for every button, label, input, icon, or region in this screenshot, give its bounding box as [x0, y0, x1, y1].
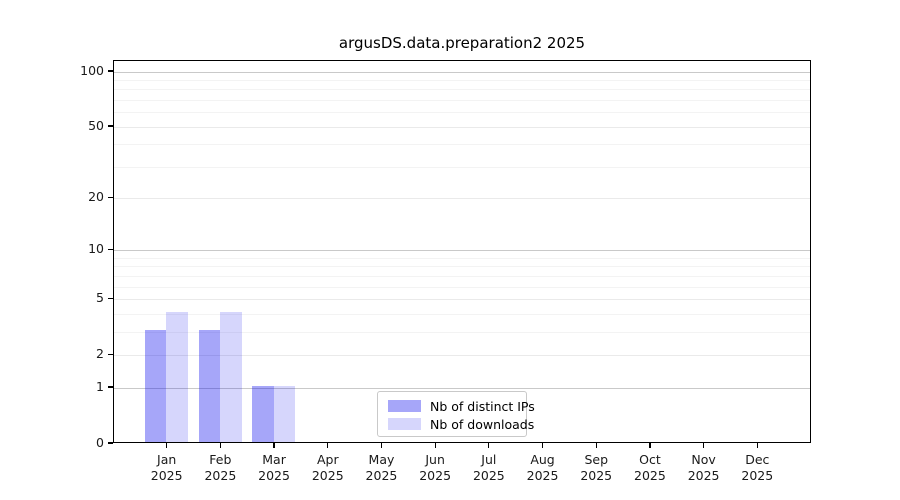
y-tick-label-1: 1: [96, 378, 104, 394]
y-tick-20: [108, 196, 113, 199]
bar-mar-downloads: [273, 386, 296, 442]
bar-jan-ips: [144, 330, 167, 442]
gridline-40: [114, 144, 810, 146]
y-tick-10: [108, 249, 113, 251]
gridline-100: [114, 71, 810, 73]
bar-feb-ips: [198, 330, 221, 442]
x-tick-year: 2025: [472, 468, 505, 483]
x-tick-month: Aug: [530, 452, 555, 467]
x-tick-month: Mar: [262, 452, 286, 467]
y-tick-label-100: 100: [80, 62, 104, 78]
x-tick-may: [380, 443, 383, 448]
gridline-4: [114, 313, 810, 315]
x-tick-oct: [649, 443, 651, 448]
x-tick-label-may: May 2025: [351, 452, 411, 484]
y-tick-label-50: 50: [88, 117, 104, 133]
bar-jan-downloads: [166, 312, 188, 442]
gridline-6: [114, 286, 810, 288]
x-tick-label-jul: Jul 2025: [459, 452, 519, 484]
gridline-10: [114, 250, 810, 252]
x-tick-year: 2025: [258, 468, 290, 483]
gridline-90: [114, 79, 810, 81]
y-tick-2: [108, 353, 113, 356]
x-tick-label-oct: Oct 2025: [620, 452, 680, 484]
x-tick-jul: [488, 443, 490, 448]
x-tick-year: 2025: [365, 468, 398, 483]
x-tick-apr: [327, 443, 329, 448]
chart-title: argusDS.data.preparation2 2025: [338, 34, 586, 52]
legend: Nb of distinct IPs Nb of downloads: [377, 391, 535, 437]
y-tick-label-2: 2: [96, 345, 104, 361]
x-tick-year: 2025: [204, 468, 237, 483]
x-tick-label-aug: Aug 2025: [513, 452, 573, 484]
legend-item-downloads: Nb of downloads: [378, 415, 534, 433]
x-tick-label-mar: Mar 2025: [244, 452, 304, 484]
x-tick-feb: [219, 443, 222, 448]
legend-label: Nb of downloads: [430, 416, 535, 432]
y-tick-50: [108, 125, 113, 127]
gridline-50: [114, 126, 810, 128]
x-tick-month: Oct: [639, 452, 661, 467]
x-tick-year: 2025: [634, 468, 666, 483]
x-tick-year: 2025: [311, 468, 344, 483]
x-tick-month: May: [368, 452, 395, 467]
gridline-80: [114, 89, 810, 91]
bar-feb-downloads: [220, 312, 242, 442]
y-tick-100: [108, 70, 113, 72]
y-tick-label-0: 0: [96, 434, 104, 450]
legend-label: Nb of distinct IPs: [430, 398, 535, 414]
y-tick-label-10: 10: [88, 241, 104, 257]
x-tick-label-sep: Sep 2025: [566, 452, 626, 484]
x-tick-jun: [434, 443, 436, 448]
gridline-8: [114, 266, 810, 268]
legend-swatch: [388, 400, 421, 412]
x-tick-sep: [595, 443, 597, 448]
gridline-5: [114, 299, 810, 301]
x-tick-nov: [702, 443, 705, 448]
x-tick-aug: [541, 443, 544, 448]
y-tick-1: [108, 386, 113, 388]
y-tick-0: [108, 442, 113, 444]
y-tick-5: [108, 297, 113, 300]
plot-area: [113, 60, 811, 443]
x-tick-dec: [756, 443, 758, 448]
x-tick-year: 2025: [419, 468, 452, 483]
legend-swatch: [388, 418, 421, 430]
x-tick-jan: [166, 443, 168, 448]
gridline-30: [114, 166, 810, 168]
x-tick-month: Sep: [584, 452, 608, 467]
x-tick-year: 2025: [741, 468, 774, 483]
x-tick-mar: [273, 443, 275, 448]
x-tick-label-jan: Jan 2025: [137, 452, 197, 484]
gridline-70: [114, 99, 810, 101]
gridline-20: [114, 198, 810, 200]
legend-item-distinct-ips: Nb of distinct IPs: [378, 397, 535, 415]
gridline-3: [114, 331, 810, 333]
x-tick-year: 2025: [580, 468, 613, 483]
x-tick-month: Nov: [691, 452, 716, 467]
x-tick-label-nov: Nov 2025: [674, 452, 734, 484]
x-tick-label-jun: Jun 2025: [405, 452, 465, 484]
x-tick-month: Apr: [316, 452, 339, 467]
y-tick-label-20: 20: [88, 189, 104, 205]
x-tick-month: Dec: [745, 452, 770, 467]
x-tick-month: Feb: [209, 452, 232, 467]
x-tick-month: Jul: [481, 452, 497, 467]
x-tick-year: 2025: [150, 468, 183, 483]
x-tick-label-dec: Dec 2025: [727, 452, 787, 484]
x-tick-year: 2025: [526, 468, 559, 483]
x-tick-month: Jan: [157, 452, 177, 467]
x-tick-year: 2025: [687, 468, 720, 483]
gridline-60: [114, 112, 810, 114]
y-tick-label-5: 5: [96, 290, 104, 306]
x-tick-label-apr: Apr 2025: [298, 452, 358, 484]
gridline-1: [114, 387, 810, 389]
bar-mar-ips: [252, 386, 274, 442]
x-tick-label-feb: Feb 2025: [190, 452, 250, 484]
gridline-9: [114, 257, 810, 259]
gridline-7: [114, 275, 810, 277]
x-tick-month: Jun: [425, 452, 445, 467]
gridline-2: [114, 354, 810, 356]
